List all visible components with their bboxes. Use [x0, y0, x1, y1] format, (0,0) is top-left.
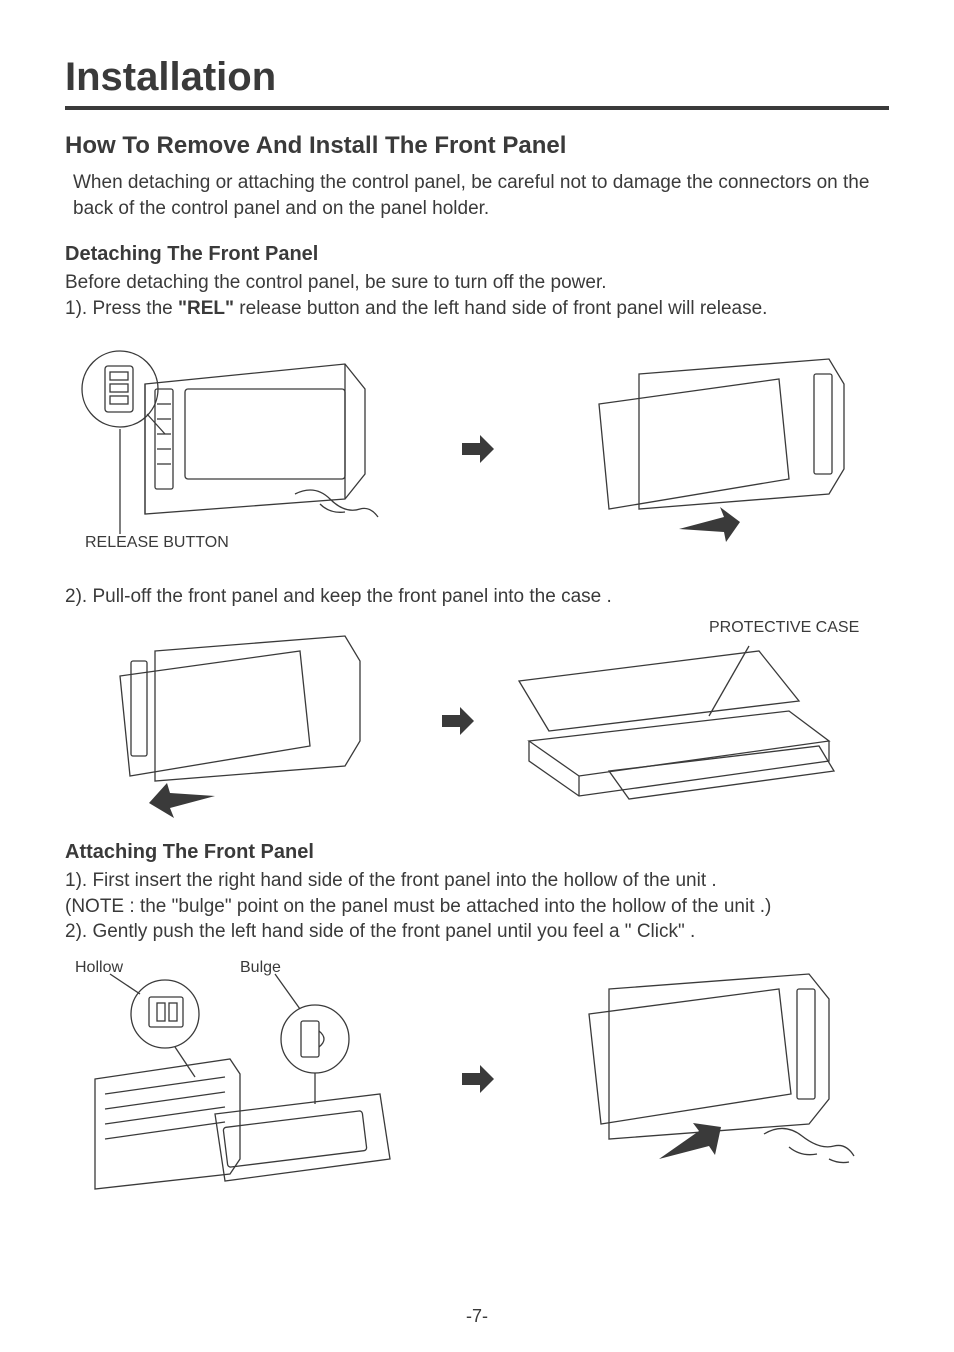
detach-step1-bold: "REL": [178, 298, 234, 319]
detach-step2: 2). Pull-off the front panel and keep th…: [65, 584, 889, 610]
detach-fig-panel-out: [529, 334, 889, 564]
detach-fig-release: RELEASE BUTTON: [65, 334, 425, 564]
horizontal-rule: [65, 106, 889, 110]
arrow-right-icon: [437, 701, 477, 741]
hollow-label: Hollow: [75, 959, 123, 977]
page: Installation How To Remove And Install T…: [0, 0, 954, 1352]
detach-fig-row-1: RELEASE BUTTON: [65, 334, 889, 564]
arrow-right-icon: [457, 429, 497, 469]
detach-fig-case: PROTECTIVE CASE: [489, 621, 889, 821]
page-number: -7-: [0, 1306, 954, 1327]
detach-heading: Detaching The Front Panel: [65, 243, 889, 266]
detach-step1-pre: 1). Press the: [65, 298, 178, 319]
detach-fig-row-2: PROTECTIVE CASE: [65, 621, 889, 821]
arrow-right-icon: [457, 1059, 497, 1099]
detach-step1-post: release button and the left hand side of…: [234, 298, 767, 319]
attach-fig-hollow-bulge: Hollow Bulge: [65, 959, 425, 1199]
protective-case-label: PROTECTIVE CASE: [709, 619, 859, 637]
attach-fig-row: Hollow Bulge: [65, 959, 889, 1199]
detach-line1: Before detaching the control panel, be s…: [65, 270, 889, 296]
attach-fig-click: [529, 959, 889, 1199]
attach-note: (NOTE : the "bulge" point on the panel m…: [65, 894, 889, 920]
attach-step2: 2). Gently push the left hand side of th…: [65, 919, 889, 945]
detach-step1: 1). Press the "REL" release button and t…: [65, 296, 889, 322]
attach-step1: 1). First insert the right hand side of …: [65, 868, 889, 894]
section-title: How To Remove And Install The Front Pane…: [65, 132, 889, 160]
release-button-label: RELEASE BUTTON: [85, 534, 229, 552]
attach-heading: Attaching The Front Panel: [65, 841, 889, 864]
detach-fig-pulloff: [65, 621, 425, 821]
intro-paragraph: When detaching or attaching the control …: [65, 170, 889, 221]
bulge-label: Bulge: [240, 959, 281, 977]
chapter-title: Installation: [65, 55, 889, 100]
